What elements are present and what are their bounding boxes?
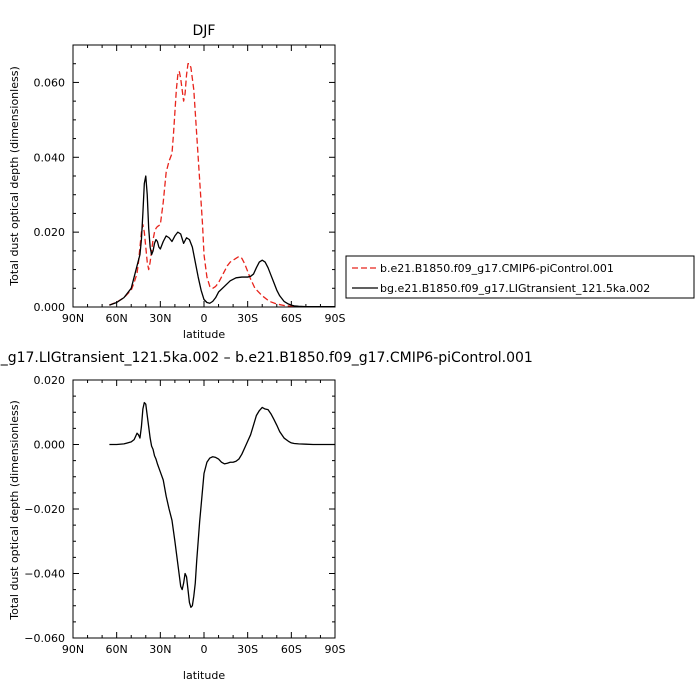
x-tick-label: 90N <box>62 312 84 325</box>
x-tick-label: 30S <box>237 643 258 656</box>
y-tick-label: 0.020 <box>34 226 66 239</box>
x-tick-label: 90S <box>325 312 346 325</box>
bottom-series-group <box>109 401 335 609</box>
x-tick-label: 30N <box>149 643 171 656</box>
bottom-plot-frame <box>72 379 336 639</box>
y-tick-label: 0.040 <box>34 151 66 164</box>
top-series-line-0 <box>109 63 335 308</box>
x-tick-label: 90N <box>62 643 84 656</box>
x-tick-label: 0 <box>201 643 208 656</box>
bottom-y-axis-label: Total dust optical depth (dimensionless) <box>8 400 21 620</box>
x-tick-label: 30S <box>237 312 258 325</box>
top-chart-title: DJF <box>193 23 216 39</box>
bottom-axes: 90N 60N 30N 0 30S 60S 90S −0.060 −0.040 −0.020 0.0… <box>24 374 345 656</box>
bottom-series-line-0 <box>109 401 335 609</box>
top-series-group <box>109 63 335 308</box>
y-tick-label: 0.000 <box>34 301 66 314</box>
x-tick-label: 60N <box>106 312 128 325</box>
top-plot-frame <box>72 44 336 308</box>
y-tick-label: 0.020 <box>34 374 66 387</box>
top-y-axis-label: Total dust optical depth (dimensionless) <box>8 66 21 286</box>
legend-box <box>345 255 695 299</box>
bottom-panel: bg.e21.B1850.f09_g17.LIGtransient_121.5k… <box>0 350 533 682</box>
y-tick-label: 0.060 <box>34 76 66 89</box>
x-tick-label: 0 <box>201 312 208 325</box>
top-axes: 90N 60N 30N 0 30S 60S 90S 0.000 0.020 0.040 0.060 <box>34 44 346 325</box>
y-tick-label: −0.020 <box>24 503 65 516</box>
bottom-chart-title: bg.e21.B1850.f09_g17.LIGtransient_121.5k… <box>0 350 533 366</box>
y-tick-label: −0.040 <box>24 568 65 581</box>
legend: b.e21.B1850.f09_g17.CMIP6-piControl.001 … <box>345 255 695 299</box>
legend-label-control: b.e21.B1850.f09_g17.CMIP6-piControl.001 <box>380 262 614 275</box>
bottom-x-axis-label: latitude <box>183 669 225 682</box>
x-tick-label: 60S <box>281 312 302 325</box>
top-series-line-1 <box>109 175 335 308</box>
legend-label-lig: bg.e21.B1850.f09_g17.LIGtransient_121.5k… <box>380 282 650 295</box>
y-tick-label: −0.060 <box>24 632 65 645</box>
x-tick-label: 60S <box>281 643 302 656</box>
x-tick-label: 30N <box>149 312 171 325</box>
top-panel: DJF Total dust optical depth (dimensionl… <box>8 23 346 341</box>
x-tick-label: 90S <box>325 643 346 656</box>
x-tick-label: 60N <box>106 643 128 656</box>
y-tick-label: 0.000 <box>34 439 66 452</box>
top-x-axis-label: latitude <box>183 328 225 341</box>
